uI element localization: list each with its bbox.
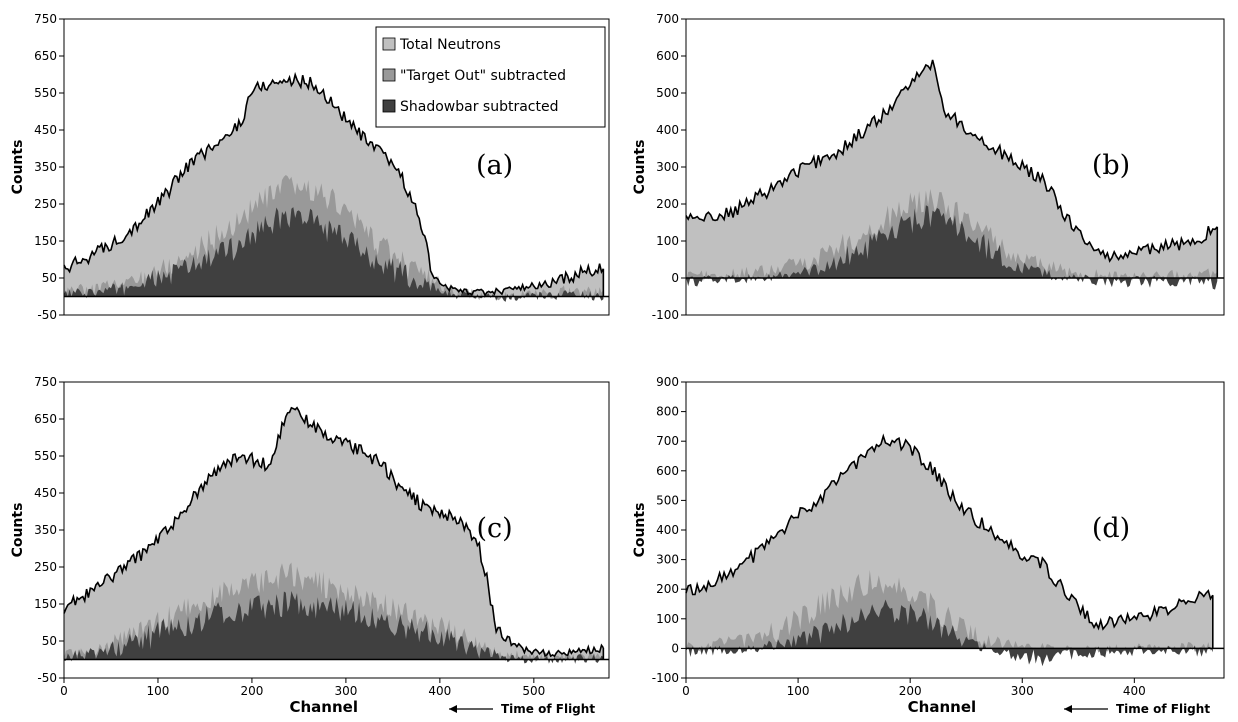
y-tick-label: 600 [656,464,679,478]
y-tick-label: 600 [656,49,679,63]
series-total-neutrons-line [685,59,1218,263]
y-tick-label: 550 [34,86,57,100]
y-tick-label: 500 [656,493,679,507]
panel-label: (d) [1092,513,1130,544]
series-shadowbar-area [64,591,604,664]
y-axis-label: Counts [10,140,26,195]
legend-entry: "Target Out" subtracted [400,68,566,84]
y-tick-label: 650 [34,49,57,63]
legend-swatch [382,37,396,51]
legend: Total Neutrons "Target Out" subtracted Sha… [375,26,606,128]
series-total-neutrons-line [685,433,1214,631]
x-tick-label: 300 [334,684,357,698]
y-tick-label: 100 [656,234,679,248]
series-total-neutrons-line [63,406,605,658]
x-tick-label: 400 [1123,684,1146,698]
x-axis-label: Channel [908,698,976,716]
time-of-flight-label: Time of Flight [501,702,595,716]
y-axis-label: Counts [632,503,648,558]
y-tick-label: 0 [671,641,679,655]
y-tick-label: -50 [37,308,57,322]
x-tick-label: 200 [899,684,922,698]
time-of-flight-label: Time of Flight [1116,702,1210,716]
legend-entry: Total Neutrons [399,37,501,53]
y-tick-label: 300 [656,553,679,567]
panel-2: -50 50 150 250 350 450 550 650 750 0 100 200 300 400 5… [10,375,610,716]
y-tick-label: -100 [652,308,679,322]
y-tick-label: 200 [656,582,679,596]
y-tick-label: 200 [656,197,679,211]
y-tick-label: 500 [656,86,679,100]
legend-entry: Shadowbar subtracted [400,99,558,115]
y-tick-label: 450 [34,123,57,137]
y-tick-label: 750 [34,375,57,389]
y-tick-label: 700 [656,434,679,448]
panel-label: (a) [476,150,513,181]
y-tick-label: 650 [34,412,57,426]
y-tick-label: 300 [656,160,679,174]
time-of-flight-arrowhead [1064,705,1072,713]
y-tick-label: 450 [34,486,57,500]
series-shadowbar-area [686,599,1213,667]
x-tick-label: 0 [682,684,690,698]
y-tick-label: 250 [34,197,57,211]
y-tick-label: 150 [34,234,57,248]
y-tick-label: 0 [671,271,679,285]
x-tick-label: 300 [1011,684,1034,698]
y-tick-label: 250 [34,560,57,574]
series-total-neutrons-area [64,407,604,660]
y-tick-label: -50 [37,671,57,685]
y-axis-label: Counts [632,140,648,195]
series-shadowbar-area [64,207,604,302]
y-tick-label: 350 [34,523,57,537]
y-tick-label: 50 [42,634,57,648]
y-tick-label: 550 [34,449,57,463]
y-tick-label: 50 [42,271,57,285]
legend-swatch [382,68,396,82]
y-tick-label: -100 [652,671,679,685]
series-total-neutrons-area [686,436,1213,649]
series-total-neutrons-area [64,74,604,297]
x-tick-label: 200 [240,684,263,698]
y-tick-label: 400 [656,523,679,537]
x-tick-label: 400 [428,684,451,698]
y-tick-label: 900 [656,375,679,389]
legend-swatch [382,99,396,113]
series-total-neutrons-area [686,59,1218,279]
panel-label: (c) [476,513,512,544]
x-tick-label: 100 [147,684,170,698]
x-tick-label: 100 [787,684,810,698]
y-tick-label: 700 [656,12,679,26]
series-total-neutrons-line [63,71,605,297]
y-tick-label: 150 [34,597,57,611]
y-tick-label: 350 [34,160,57,174]
panel-1: -100 0 100 200 300 400 500 600 700 Counts (b) [632,12,1225,322]
y-tick-label: 400 [656,123,679,137]
y-tick-label: 100 [656,612,679,626]
legend-box [375,26,606,128]
panel-label: (b) [1092,150,1130,181]
x-axis-label: Channel [290,698,358,716]
y-axis-label: Counts [10,503,26,558]
series-shadowbar-area [686,205,1218,290]
y-tick-label: 800 [656,405,679,419]
y-tick-label: 750 [34,12,57,26]
time-of-flight-arrowhead [449,705,457,713]
x-tick-label: 500 [522,684,545,698]
x-tick-label: 0 [60,684,68,698]
